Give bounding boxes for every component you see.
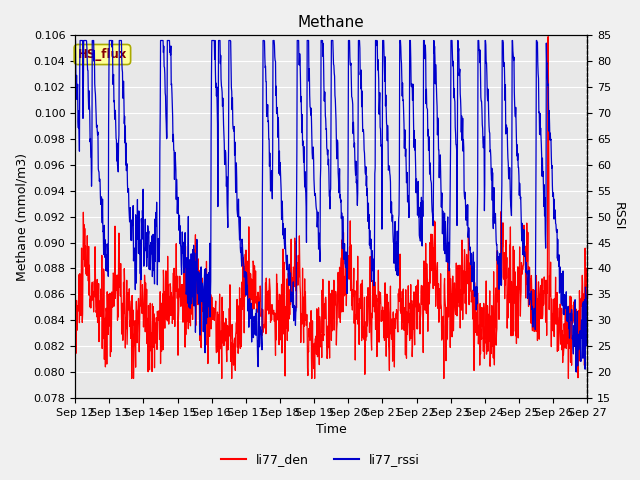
Legend: li77_den, li77_rssi: li77_den, li77_rssi <box>216 448 424 471</box>
Y-axis label: RSSI: RSSI <box>612 203 625 231</box>
Y-axis label: Methane (mmol/m3): Methane (mmol/m3) <box>15 153 28 281</box>
X-axis label: Time: Time <box>316 423 347 436</box>
Text: HS_flux: HS_flux <box>77 48 127 61</box>
Title: Methane: Methane <box>298 15 365 30</box>
